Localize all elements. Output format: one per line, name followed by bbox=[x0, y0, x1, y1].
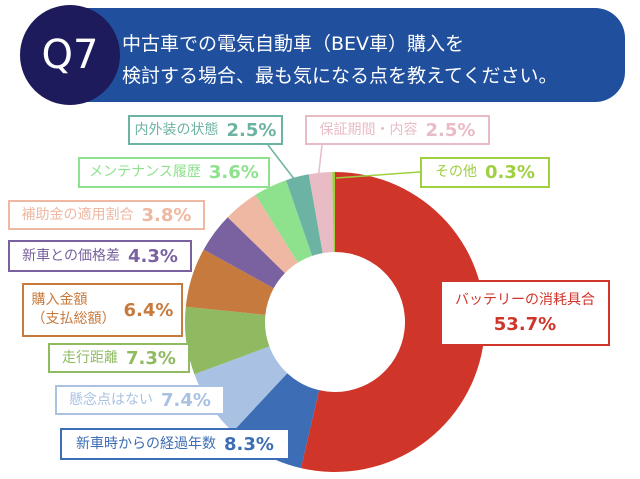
label-box: 購入金額 （支払総額） 6.4% bbox=[22, 283, 183, 337]
donut-segment bbox=[255, 180, 313, 263]
value-label: 0.3% bbox=[485, 162, 535, 183]
donut-segment bbox=[308, 172, 334, 254]
title: 中古車での電気自動車（BEV車）購入を 検討する場合、最も気になる点を教えてくだ… bbox=[122, 33, 558, 87]
label-box: 内外装の状態 2.5% bbox=[128, 115, 283, 145]
value-label: 7.4% bbox=[161, 389, 211, 411]
value-label: 3.6% bbox=[208, 162, 259, 183]
category-label: 内外装の状態 bbox=[134, 121, 219, 138]
value-label: 53.7% bbox=[493, 313, 557, 335]
category-label: 走行距離 bbox=[62, 349, 119, 366]
donut-segment bbox=[203, 217, 285, 289]
donut-segment bbox=[332, 172, 335, 253]
label-box: バッテリーの消耗具合 53.7% bbox=[440, 280, 610, 346]
category-label: 新車との価格差 bbox=[22, 247, 120, 264]
category-label: メンテナンス履歴 bbox=[89, 164, 201, 181]
donut-segment bbox=[300, 172, 485, 472]
category-label: 新車時からの経過年数 bbox=[76, 435, 217, 452]
donut-segment bbox=[286, 174, 323, 256]
category-label: 懸念点はない bbox=[69, 391, 154, 408]
category-label: 補助金の適用割合 bbox=[21, 206, 134, 223]
header-bar bbox=[40, 8, 625, 102]
label-box: 走行距離 7.3% bbox=[48, 343, 190, 373]
label-box: 懸念点はない 7.4% bbox=[55, 385, 225, 415]
category-label: 保証期間・内容 bbox=[319, 121, 418, 138]
category-label: その他 bbox=[435, 164, 478, 181]
badge: Q7 bbox=[42, 32, 99, 78]
label-box: 新車時からの経過年数 8.3% bbox=[60, 428, 290, 460]
value-label: 2.5% bbox=[226, 119, 277, 141]
donut-segment bbox=[185, 249, 274, 315]
value-label: 6.4% bbox=[123, 299, 174, 321]
leader-line bbox=[267, 144, 299, 185]
badge-circle bbox=[20, 5, 120, 105]
category-label: 購入金額 （支払総額） bbox=[31, 292, 116, 327]
donut-segment bbox=[227, 194, 298, 274]
leader-line bbox=[335, 171, 421, 179]
value-label: 4.3% bbox=[127, 245, 178, 267]
label-box: その他 0.3% bbox=[420, 157, 550, 188]
value-label: 2.5% bbox=[425, 119, 476, 141]
leader-line bbox=[317, 144, 323, 181]
label-box: 保証期間・内容 2.5% bbox=[305, 115, 490, 145]
donut-segment bbox=[184, 306, 270, 375]
label-box: メンテナンス履歴 3.6% bbox=[78, 157, 270, 188]
label-box: 補助金の適用割合 3.8% bbox=[8, 200, 205, 230]
category-label: バッテリーの消耗具合 bbox=[455, 292, 595, 309]
value-label: 8.3% bbox=[224, 433, 274, 455]
value-label: 3.8% bbox=[141, 204, 192, 226]
value-label: 7.3% bbox=[126, 347, 176, 369]
label-box: 新車との価格差 4.3% bbox=[8, 240, 192, 272]
